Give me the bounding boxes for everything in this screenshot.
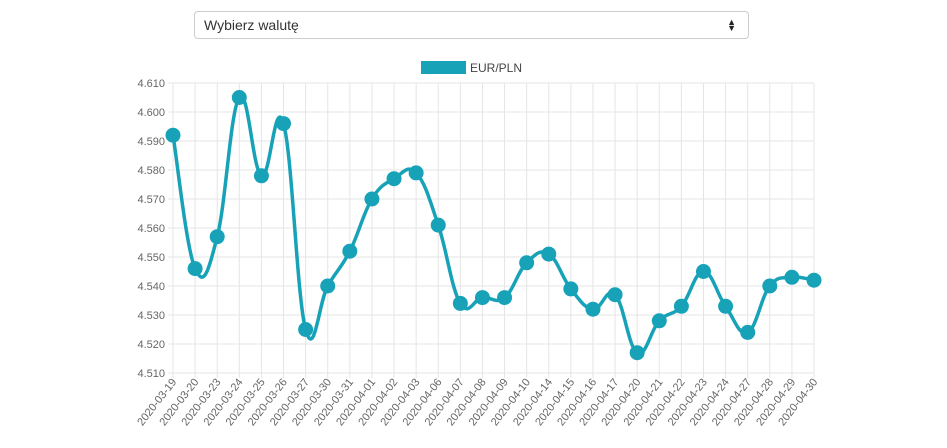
data-point[interactable] [474,290,490,306]
data-point[interactable] [320,278,336,294]
y-tick-label: 4.610 [137,78,165,90]
data-point[interactable] [541,246,557,262]
data-point[interactable] [784,269,800,285]
currency-select-value: Wybierz walutę [204,17,299,33]
y-tick-label: 4.530 [137,310,165,322]
data-point[interactable] [519,255,535,271]
legend-label: EUR/PLN [470,61,522,75]
y-tick-label: 4.590 [137,136,165,148]
y-tick-label: 4.580 [137,165,165,177]
data-point[interactable] [695,264,711,279]
data-point[interactable] [651,313,667,329]
y-axis: 4.610 4.600 4.590 4.580 4.570 4.560 4.550 4.540… [137,78,165,380]
data-point[interactable] [673,298,689,314]
data-point[interactable] [408,165,424,181]
x-axis: 2020-03-192020-03-202020-03-232020-03-24… [135,376,820,428]
y-tick-label: 4.570 [137,194,165,206]
data-point[interactable] [253,168,269,184]
data-point[interactable] [563,281,579,297]
legend: EUR/PLN [421,61,522,75]
data-point[interactable] [762,278,778,294]
data-point[interactable] [806,272,822,288]
y-tick-label: 4.600 [137,107,165,119]
data-point[interactable] [629,345,645,361]
data-point[interactable] [607,287,623,303]
data-point[interactable] [452,295,468,311]
legend-swatch [421,61,466,74]
sort-arrows-icon: ▲ ▼ [727,17,736,33]
data-point[interactable] [740,324,756,340]
data-point[interactable] [342,243,358,259]
data-point[interactable] [497,290,513,306]
data-point[interactable] [209,229,225,245]
y-tick-label: 4.520 [137,339,165,351]
data-point[interactable] [430,217,446,233]
data-point[interactable] [165,127,181,143]
data-point[interactable] [386,171,402,187]
y-tick-label: 4.510 [137,368,165,380]
y-tick-label: 4.550 [137,252,165,264]
data-point[interactable] [718,298,734,314]
data-point[interactable] [364,191,380,207]
data-point[interactable] [276,116,292,132]
y-tick-label: 4.540 [137,281,165,293]
data-points [165,90,822,361]
data-point[interactable] [231,90,247,105]
data-point[interactable] [298,322,314,337]
y-tick-label: 4.560 [137,223,165,235]
data-point[interactable] [585,301,601,317]
data-point[interactable] [187,261,203,277]
grid [168,82,815,378]
currency-select[interactable]: Wybierz walutę ▲ ▼ [194,11,749,39]
